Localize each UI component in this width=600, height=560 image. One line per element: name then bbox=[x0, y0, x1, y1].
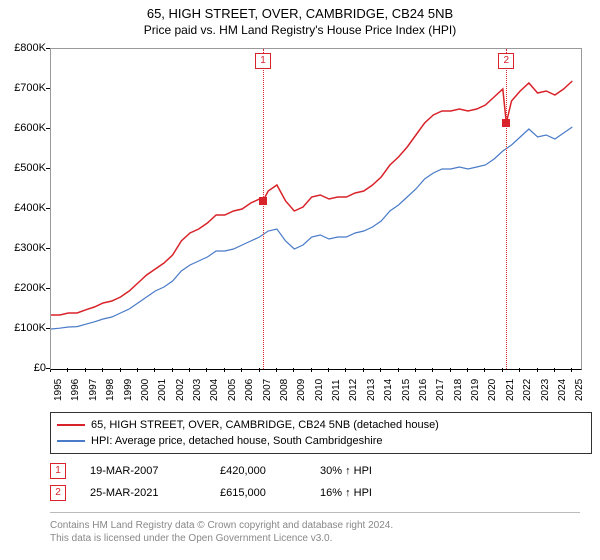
legend-swatch bbox=[57, 440, 85, 442]
x-tick-label: 2018 bbox=[453, 379, 464, 401]
x-tick-label: 2004 bbox=[209, 379, 220, 401]
x-tick-label: 2013 bbox=[366, 379, 377, 401]
x-tick-label: 2021 bbox=[505, 379, 516, 401]
sale-delta: 16% ↑ HPI bbox=[320, 487, 420, 499]
x-tick-label: 2007 bbox=[262, 379, 273, 401]
x-tick-label: 2014 bbox=[383, 379, 394, 401]
x-tick-label: 2010 bbox=[314, 379, 325, 401]
y-tick-label: £800K bbox=[0, 42, 46, 54]
footer: Contains HM Land Registry data © Crown c… bbox=[50, 512, 580, 545]
x-tick-label: 2005 bbox=[227, 379, 238, 401]
x-tick-label: 2003 bbox=[192, 379, 203, 401]
x-tick-label: 2017 bbox=[435, 379, 446, 401]
x-tick-label: 2025 bbox=[574, 379, 585, 401]
y-tick-label: £300K bbox=[0, 242, 46, 254]
x-tick-label: 2011 bbox=[331, 379, 342, 401]
y-tick-label: £500K bbox=[0, 162, 46, 174]
y-tick-label: £600K bbox=[0, 122, 46, 134]
marker-label: 1 bbox=[255, 53, 271, 69]
sale-price: £420,000 bbox=[220, 465, 320, 477]
x-tick-label: 2016 bbox=[418, 379, 429, 401]
y-tick-label: £0 bbox=[0, 362, 46, 374]
x-tick-label: 1999 bbox=[123, 379, 134, 401]
x-tick-label: 2023 bbox=[540, 379, 551, 401]
sale-marker: 2 bbox=[50, 485, 66, 501]
x-tick-label: 2001 bbox=[157, 379, 168, 401]
legend-label: HPI: Average price, detached house, Sout… bbox=[91, 435, 382, 447]
sale-price: £615,000 bbox=[220, 487, 320, 499]
y-tick-label: £100K bbox=[0, 322, 46, 334]
x-tick-label: 1996 bbox=[70, 379, 81, 401]
sale-row: 1 19-MAR-2007£420,00030% ↑ HPI bbox=[50, 460, 580, 482]
legend-label: 65, HIGH STREET, OVER, CAMBRIDGE, CB24 5… bbox=[91, 419, 439, 431]
x-tick-label: 2020 bbox=[487, 379, 498, 401]
x-tick-label: 1997 bbox=[88, 379, 99, 401]
x-tick-label: 2015 bbox=[401, 379, 412, 401]
x-tick-label: 2022 bbox=[522, 379, 533, 401]
series-line bbox=[51, 127, 572, 329]
footer-line-2: This data is licensed under the Open Gov… bbox=[50, 532, 580, 545]
sale-date: 19-MAR-2007 bbox=[90, 465, 220, 477]
sale-date: 25-MAR-2021 bbox=[90, 487, 220, 499]
x-tick-label: 2008 bbox=[279, 379, 290, 401]
sales-table: 1 19-MAR-2007£420,00030% ↑ HPI 2 25-MAR-202… bbox=[50, 460, 580, 504]
chart-lines bbox=[51, 49, 581, 369]
x-tick-label: 1995 bbox=[53, 379, 64, 401]
series-line bbox=[51, 81, 572, 315]
marker-vline bbox=[506, 49, 507, 369]
plot-area: 12 bbox=[50, 48, 582, 370]
y-tick-label: £700K bbox=[0, 82, 46, 94]
x-tick-label: 2009 bbox=[296, 379, 307, 401]
legend-row: HPI: Average price, detached house, Sout… bbox=[57, 433, 585, 449]
legend: 65, HIGH STREET, OVER, CAMBRIDGE, CB24 5… bbox=[50, 412, 592, 454]
chart-container: 65, HIGH STREET, OVER, CAMBRIDGE, CB24 5… bbox=[0, 0, 600, 560]
data-point bbox=[259, 197, 267, 205]
x-tick-label: 2019 bbox=[470, 379, 481, 401]
chart-subtitle: Price paid vs. HM Land Registry's House … bbox=[0, 21, 600, 37]
data-point bbox=[502, 119, 510, 127]
y-tick-label: £400K bbox=[0, 202, 46, 214]
x-tick-label: 2006 bbox=[244, 379, 255, 401]
x-tick-label: 2002 bbox=[175, 379, 186, 401]
sale-delta: 30% ↑ HPI bbox=[320, 465, 420, 477]
sale-marker: 1 bbox=[50, 463, 66, 479]
sale-row: 2 25-MAR-2021£615,00016% ↑ HPI bbox=[50, 482, 580, 504]
marker-vline bbox=[263, 49, 264, 369]
marker-label: 2 bbox=[498, 53, 514, 69]
y-tick-label: £200K bbox=[0, 282, 46, 294]
x-tick-label: 2024 bbox=[557, 379, 568, 401]
x-tick-label: 2012 bbox=[348, 379, 359, 401]
legend-swatch bbox=[57, 424, 85, 426]
footer-line-1: Contains HM Land Registry data © Crown c… bbox=[50, 519, 580, 532]
x-tick-label: 2000 bbox=[140, 379, 151, 401]
legend-row: 65, HIGH STREET, OVER, CAMBRIDGE, CB24 5… bbox=[57, 417, 585, 433]
chart-title: 65, HIGH STREET, OVER, CAMBRIDGE, CB24 5… bbox=[0, 0, 600, 21]
x-tick-label: 1998 bbox=[105, 379, 116, 401]
